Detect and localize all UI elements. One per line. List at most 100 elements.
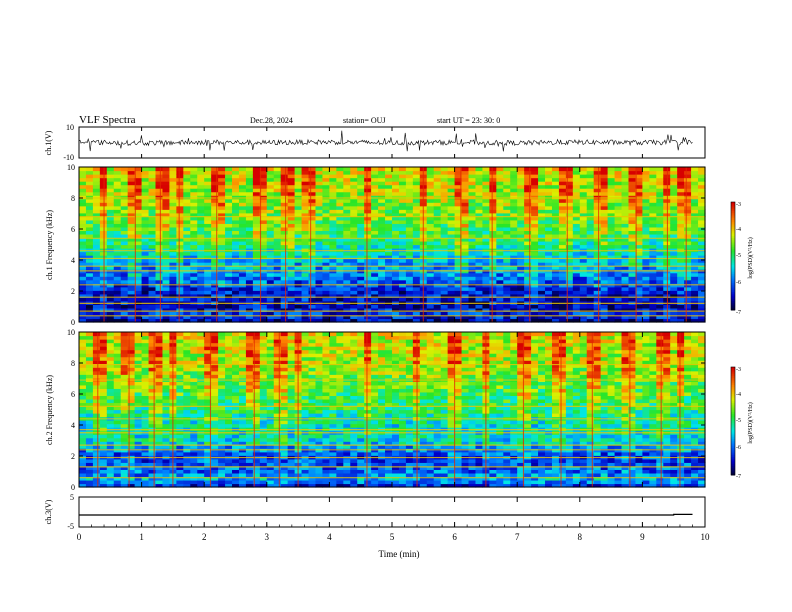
- spectrogram-cell: [322, 167, 330, 172]
- spectrogram-cell: [329, 230, 337, 235]
- spectrogram-cell: [155, 230, 164, 235]
- spectrogram-cell: [545, 170, 553, 175]
- spectrogram-cell: [378, 272, 386, 277]
- spectrogram-cell: [628, 195, 637, 200]
- spectrogram-cell: [280, 230, 289, 235]
- spectrogram-cell: [489, 262, 497, 267]
- spectrogram-cell: [141, 356, 150, 361]
- spectrogram-cell: [642, 230, 650, 235]
- spectrogram-cell: [496, 262, 504, 267]
- spectrogram-cell: [92, 177, 101, 182]
- spectrogram-cell: [79, 420, 87, 425]
- spectrogram-cell: [607, 188, 616, 193]
- spectrogram-cell: [127, 290, 136, 295]
- spectrogram-cell: [336, 240, 344, 246]
- spectrogram-cell: [120, 395, 129, 400]
- spectrogram-cell: [252, 290, 261, 295]
- spectrogram-cell: [670, 230, 678, 235]
- spectrogram-cell: [551, 188, 560, 193]
- spectrogram-cell: [155, 262, 164, 267]
- spectrogram-cell: [496, 170, 504, 175]
- spectrogram-cell: [371, 272, 379, 277]
- spectrogram-cell: [398, 191, 407, 196]
- spectrogram-cell: [79, 444, 87, 449]
- spectrogram-cell: [482, 212, 490, 217]
- spectrogram-cell: [155, 398, 164, 404]
- spectrogram-cell: [113, 367, 122, 372]
- spectrogram-cell: [190, 318, 198, 323]
- spectrogram-cell: [162, 265, 171, 270]
- spectrogram-cell: [635, 188, 643, 193]
- spectrogram-cell: [190, 339, 198, 344]
- spectrogram-cell: [134, 398, 143, 404]
- spectrogram-cell: [614, 174, 623, 179]
- spectrogram-cell: [642, 244, 650, 249]
- spectrogram-cell: [698, 191, 706, 196]
- spectrogram-cell: [642, 226, 650, 232]
- spectrogram-cell: [127, 395, 136, 400]
- spectrogram-cell: [468, 170, 477, 175]
- spectrogram-cell: [600, 233, 609, 239]
- spectrogram-cell: [628, 279, 637, 284]
- spectrogram-cell: [106, 237, 115, 242]
- spectrogram-cell: [371, 297, 379, 302]
- spectrogram-cell: [162, 332, 171, 337]
- spectrogram-cell: [350, 230, 358, 235]
- spectrogram-cell: [273, 272, 282, 277]
- spectrogram-cell: [148, 290, 157, 295]
- spectrogram-cell: [691, 272, 699, 277]
- spectrogram-cell: [468, 181, 477, 186]
- spectrogram-cell: [371, 174, 379, 179]
- spectrogram-cell: [635, 244, 643, 249]
- spectrogram-cell: [211, 181, 219, 186]
- spectrogram-cell: [106, 413, 115, 418]
- spectrogram-cell: [259, 198, 268, 203]
- spectrogram-cell: [545, 184, 553, 189]
- spectrogram-cell: [621, 167, 630, 172]
- spectrogram-cell: [426, 279, 435, 284]
- spectrogram-cell: [510, 244, 518, 249]
- spectrogram-cell: [315, 279, 324, 284]
- spectrogram-cell: [572, 226, 581, 232]
- spectrogram-cell: [496, 226, 504, 232]
- spectrogram-cell: [621, 226, 630, 232]
- colorbar-step: [731, 259, 735, 262]
- spectrogram-cell: [670, 202, 678, 207]
- spectrogram-cell: [162, 170, 171, 175]
- spectrogram-cell: [113, 167, 122, 172]
- spectrogram-cell: [197, 233, 205, 239]
- spectrogram-cell: [635, 307, 643, 313]
- spectrogram-cell: [628, 174, 637, 179]
- spectrogram-cell: [169, 251, 177, 256]
- spectrogram-cell: [155, 444, 164, 449]
- spectrogram-cell: [628, 202, 637, 207]
- spectrogram-cell: [204, 195, 212, 200]
- spectrogram-cell: [489, 237, 497, 242]
- spectrogram-cell: [92, 272, 101, 277]
- spectrogram-cell: [642, 240, 650, 246]
- spectrogram-cell: [92, 423, 101, 428]
- spectrogram-cell: [517, 195, 525, 200]
- spectrogram-cell: [92, 188, 101, 193]
- spectrogram-cell: [183, 462, 191, 467]
- spectrogram-cell: [426, 212, 435, 217]
- spectrogram-cell: [336, 174, 344, 179]
- spectrogram-cell: [148, 384, 157, 389]
- spectrogram-cell: [106, 374, 115, 379]
- spectrogram-cell: [162, 191, 171, 196]
- spectrogram-cell: [141, 237, 150, 242]
- spectrogram-cell: [190, 293, 198, 298]
- spectrogram-cell: [79, 413, 87, 418]
- spectrogram-cell: [496, 202, 504, 207]
- spectrogram-cell: [252, 177, 261, 182]
- spectrogram-cell: [176, 462, 184, 467]
- spectrogram-cell: [565, 279, 574, 284]
- spectrogram-cell: [85, 342, 94, 347]
- spectrogram-cell: [134, 191, 143, 196]
- spectrogram-cell: [204, 479, 212, 485]
- spectrogram-cell: [183, 444, 191, 449]
- spectrogram-cell: [621, 216, 630, 221]
- spectrogram-cell: [106, 349, 115, 354]
- spectrogram-cell: [635, 198, 643, 203]
- spectrogram-cell: [162, 188, 171, 193]
